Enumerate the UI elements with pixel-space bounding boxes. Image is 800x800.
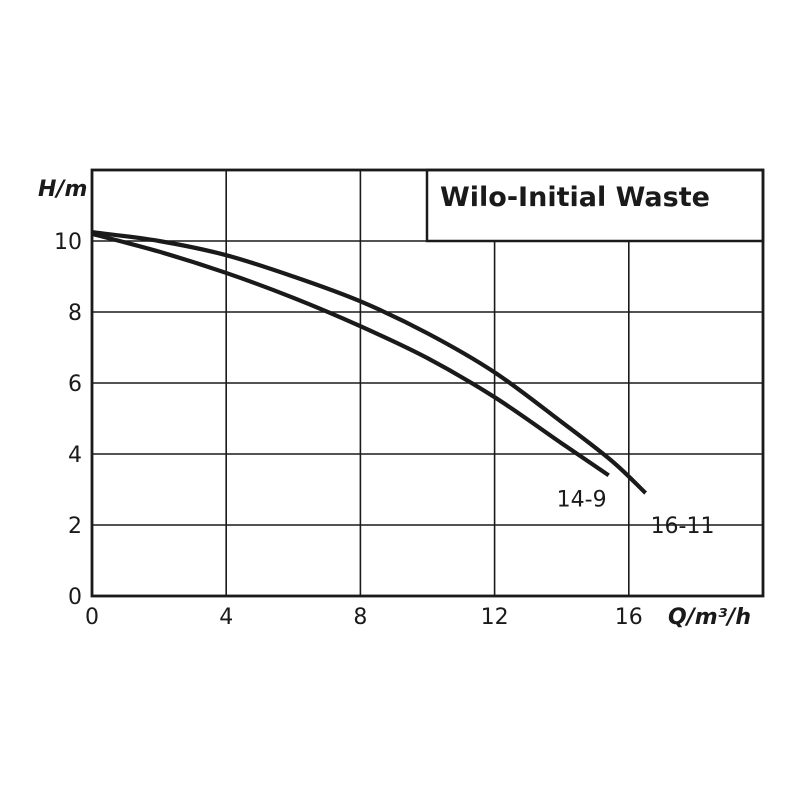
series-label-14-9: 14-9 [557, 487, 607, 512]
y-tick-label: 2 [68, 514, 82, 539]
x-tick-label: 0 [85, 605, 99, 630]
title-layer: Wilo-Initial Waste [425, 168, 765, 243]
chart-title: Wilo-Initial Waste [440, 182, 710, 213]
series-line-16-11 [91, 230, 648, 495]
y-axis-label: H/m [38, 177, 87, 202]
y-tick-label: 8 [68, 301, 82, 326]
y-tick-label: 10 [54, 230, 82, 255]
series-line-14-9 [91, 231, 610, 478]
y-tick-label: 0 [68, 585, 82, 610]
y-tick-label: 6 [68, 372, 82, 397]
plot-frame [90, 168, 765, 598]
x-tick-label: 16 [615, 605, 643, 630]
x-tick-label: 4 [219, 605, 233, 630]
series-layer: 14-9 16-11 [91, 230, 715, 539]
series-label-16-11: 16-11 [651, 514, 715, 539]
y-tick-label: 4 [68, 443, 82, 468]
x-tick-label: 12 [481, 605, 509, 630]
frame-layer [90, 168, 765, 598]
x-tick-label: 8 [353, 605, 367, 630]
x-axis-label: Q/m³/h [668, 605, 751, 630]
tick-layer: 0 4 8 12 16 0 2 4 6 8 10 [54, 230, 643, 630]
